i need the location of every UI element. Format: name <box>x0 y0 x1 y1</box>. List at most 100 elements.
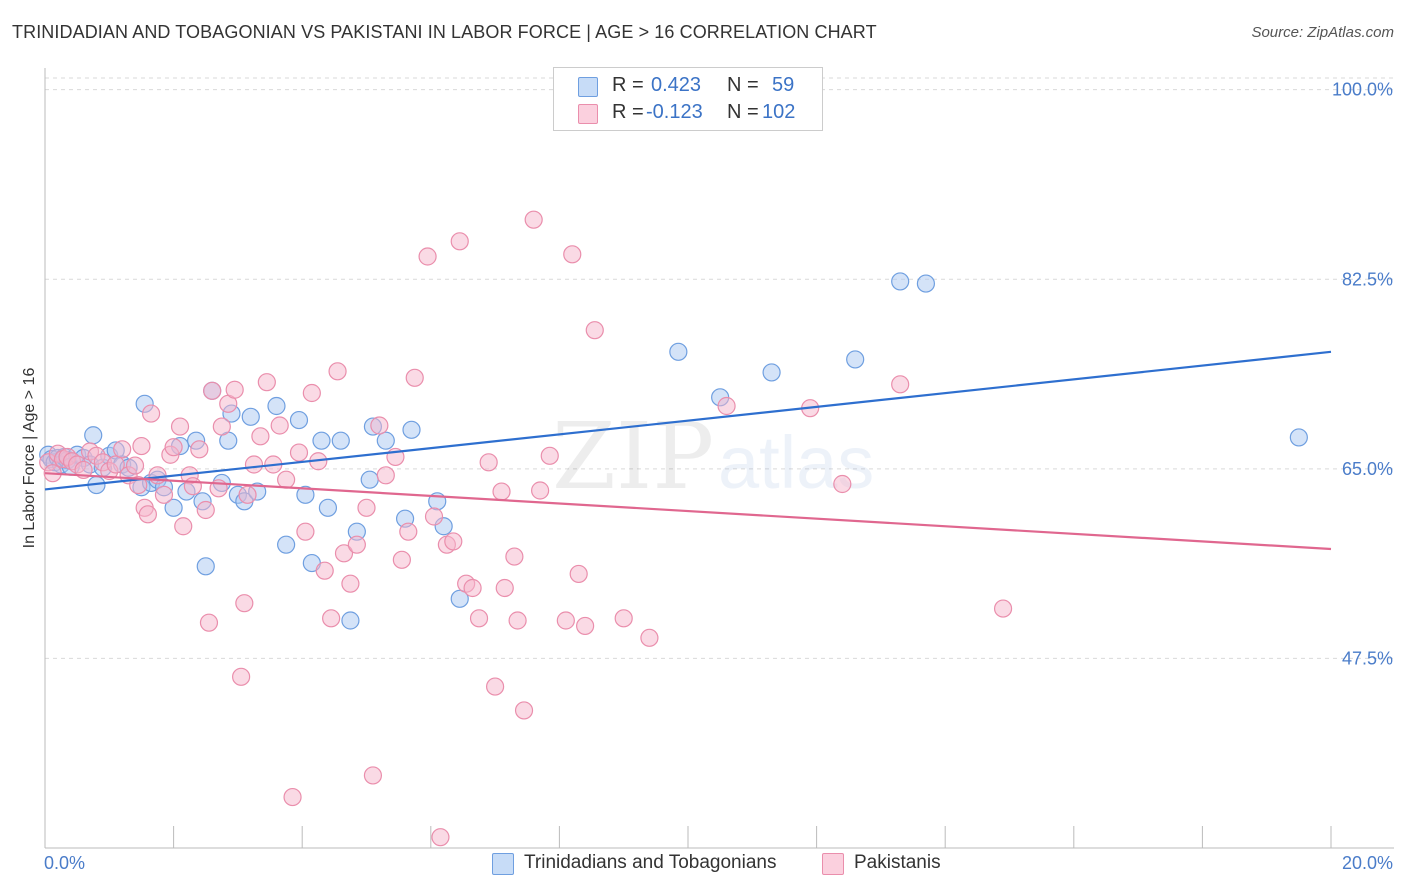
point-pakistani <box>196 500 215 520</box>
point-pakistani <box>993 599 1013 618</box>
point-pakistani <box>154 485 174 504</box>
point-pakistani <box>141 404 161 423</box>
point-pakistani <box>138 505 157 524</box>
point-trinidadian <box>331 431 350 450</box>
point-pakistani <box>199 613 219 632</box>
point-pakistani <box>270 416 289 435</box>
point-pakistani <box>315 561 334 580</box>
point-trinidadian <box>312 431 331 450</box>
legend-row-pakistani: R = -0.123 N = 102 <box>554 101 822 127</box>
point-pakistani <box>370 416 389 435</box>
point-pakistani <box>232 667 251 686</box>
x-tick-label: 0.0% <box>44 853 85 873</box>
point-trinidadian <box>669 342 688 361</box>
point-pakistani <box>514 701 534 720</box>
point-pakistani <box>334 544 354 563</box>
point-pakistani <box>170 417 190 436</box>
bottom-legend-swatch-trinidadian <box>492 853 514 875</box>
point-pakistani <box>203 381 222 400</box>
watermark-atlas: atlas <box>718 421 874 504</box>
data-points <box>39 210 1308 847</box>
point-trinidadian <box>762 363 781 382</box>
point-pakistani <box>486 677 505 696</box>
point-pakistani <box>614 609 633 628</box>
stats-legend: R = 0.423 N = 59 R = -0.123 N = 102 <box>553 67 823 131</box>
point-pakistani <box>113 440 132 459</box>
point-pakistani <box>524 210 543 229</box>
point-pakistani <box>376 466 395 485</box>
point-pakistani <box>508 611 527 630</box>
point-pakistani <box>302 383 321 403</box>
point-pakistani <box>289 443 309 462</box>
legend-row-trinidadian: R = 0.423 N = 59 <box>554 74 822 100</box>
point-pakistani <box>469 609 489 628</box>
bottom-legend-label: Pakistanis <box>854 852 941 873</box>
point-pakistani <box>479 453 498 472</box>
legend-swatch-trinidadian <box>578 77 598 97</box>
y-tick-label: 47.5% <box>1342 648 1393 668</box>
point-pakistani <box>392 550 411 569</box>
point-pakistani <box>251 427 270 446</box>
trend-line-trinidadian <box>44 350 1332 491</box>
point-pakistani <box>450 232 469 251</box>
y-axis-label: In Labor Force | Age > 16 <box>21 368 38 549</box>
point-pakistani <box>235 594 254 613</box>
point-trinidadian <box>360 470 379 489</box>
legend-r-value: -0.123 <box>646 101 703 123</box>
point-pakistani <box>891 375 910 394</box>
point-pakistani <box>424 507 444 526</box>
point-pakistani <box>563 245 582 264</box>
point-trinidadian <box>891 272 910 291</box>
point-pakistani <box>505 547 524 566</box>
point-pakistani <box>399 522 418 541</box>
point-trinidadian <box>916 274 936 293</box>
y-tick-label: 100.0% <box>1332 80 1393 100</box>
legend-r-label: R = <box>612 101 644 123</box>
point-pakistani <box>296 522 315 541</box>
source-label: Source: ZipAtlas.com <box>1251 24 1394 41</box>
point-pakistani <box>148 466 167 485</box>
point-pakistani <box>164 438 183 457</box>
point-pakistani <box>328 362 347 381</box>
point-pakistani <box>363 766 383 785</box>
point-pakistani <box>585 321 604 340</box>
point-trinidadian <box>402 420 421 439</box>
y-tick-label: 82.5% <box>1342 269 1393 289</box>
gridlines <box>45 77 1394 659</box>
watermark-zip: ZIP <box>552 403 714 510</box>
axes <box>44 68 1394 849</box>
trend-line-pakistani <box>44 472 1332 551</box>
legend-r-value: 0.423 <box>651 74 702 96</box>
point-trinidadian <box>450 589 469 608</box>
point-pakistani <box>283 787 302 807</box>
point-trinidadian <box>376 431 395 450</box>
point-pakistani <box>183 477 202 496</box>
point-pakistani <box>257 373 276 392</box>
point-pakistani <box>495 578 514 598</box>
point-pakistani <box>431 828 450 847</box>
point-pakistani <box>322 609 341 628</box>
point-pakistani <box>405 368 424 387</box>
point-pakistani <box>492 482 511 501</box>
point-trinidadian <box>277 535 296 554</box>
point-pakistani <box>244 455 264 474</box>
point-pakistani <box>418 247 437 266</box>
point-pakistani <box>444 532 463 551</box>
trend-lines <box>44 350 1332 551</box>
point-pakistani <box>132 436 151 456</box>
point-pakistani <box>341 574 360 593</box>
chart-title: TRINIDADIAN AND TOBAGONIAN VS PAKISTANI … <box>12 22 877 42</box>
point-trinidadian <box>267 396 286 416</box>
point-pakistani <box>833 474 852 494</box>
legend-n-label: N = <box>727 74 759 96</box>
point-trinidadian <box>846 350 865 369</box>
point-pakistani <box>463 578 482 598</box>
legend-r-label: R = <box>612 74 644 96</box>
watermark: ZIP atlas <box>552 403 874 510</box>
legend-n-label: N = <box>727 101 759 123</box>
point-pakistani <box>106 455 125 474</box>
point-pakistani <box>576 616 595 636</box>
point-pakistani <box>540 446 559 465</box>
point-pakistani <box>357 498 376 517</box>
